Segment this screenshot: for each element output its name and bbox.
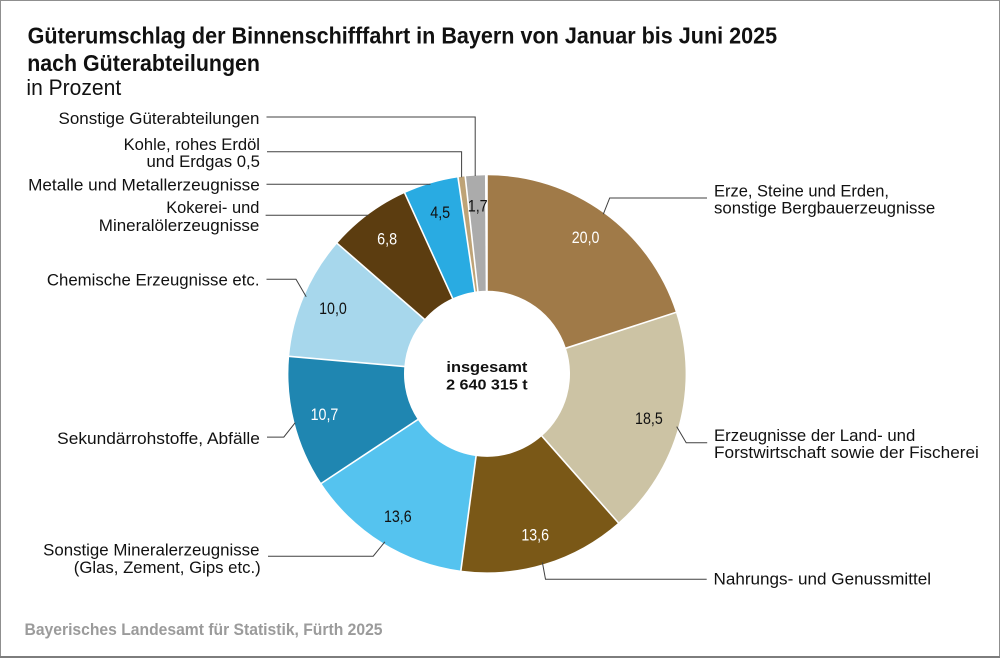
svg-text:insgesamt: insgesamt (446, 359, 527, 376)
svg-text:und Erdgas 0,5: und Erdgas 0,5 (147, 153, 261, 171)
svg-text:13,6: 13,6 (521, 526, 549, 545)
svg-text:20,0: 20,0 (572, 228, 600, 247)
svg-text:Kohle, rohes Erdöl: Kohle, rohes Erdöl (124, 136, 260, 154)
svg-text:2 640 315 t: 2 640 315 t (446, 376, 528, 393)
svg-text:10,0: 10,0 (319, 299, 347, 318)
svg-text:Sonstige Mineralerzeugnisse: Sonstige Mineralerzeugnisse (43, 541, 259, 559)
svg-text:Güterumschlag der Binnenschiff: Güterumschlag der Binnenschifffahrt in B… (28, 22, 778, 48)
svg-text:13,6: 13,6 (384, 507, 412, 526)
svg-text:Forstwirtschaft sowie der Fisc: Forstwirtschaft sowie der Fischerei (714, 444, 979, 462)
svg-text:6,8: 6,8 (377, 229, 397, 248)
svg-text:(Glas, Zement, Gips etc.): (Glas, Zement, Gips etc.) (74, 559, 261, 577)
svg-text:nach Güterabteilungen: nach Güterabteilungen (27, 50, 260, 76)
svg-text:Chemische Erzeugnisse etc.: Chemische Erzeugnisse etc. (47, 271, 260, 289)
svg-text:Sonstige Güterabteilungen: Sonstige Güterabteilungen (59, 110, 260, 128)
svg-text:Sekundärrohstoffe, Abfälle: Sekundärrohstoffe, Abfälle (57, 430, 260, 448)
svg-text:1,7: 1,7 (468, 196, 488, 215)
svg-text:Metalle und Metallerzeugnisse: Metalle und Metallerzeugnisse (28, 176, 260, 194)
svg-text:Bayerisches Landesamt für Stat: Bayerisches Landesamt für Statistik, Für… (25, 620, 383, 639)
svg-text:18,5: 18,5 (635, 409, 663, 428)
svg-text:sonstige Bergbauerzeugnisse: sonstige Bergbauerzeugnisse (714, 199, 935, 217)
svg-text:Kokerei- und: Kokerei- und (166, 199, 259, 217)
svg-text:Erze, Steine und Erden,: Erze, Steine und Erden, (714, 182, 889, 200)
svg-text:Erzeugnisse der Land- und: Erzeugnisse der Land- und (714, 427, 915, 445)
svg-text:4,5: 4,5 (430, 203, 450, 222)
svg-text:10,7: 10,7 (311, 405, 339, 424)
svg-text:Nahrungs- und Genussmittel: Nahrungs- und Genussmittel (714, 571, 932, 589)
svg-text:Mineralölerzeugnisse: Mineralölerzeugnisse (99, 217, 260, 235)
svg-text:in Prozent: in Prozent (26, 75, 121, 100)
